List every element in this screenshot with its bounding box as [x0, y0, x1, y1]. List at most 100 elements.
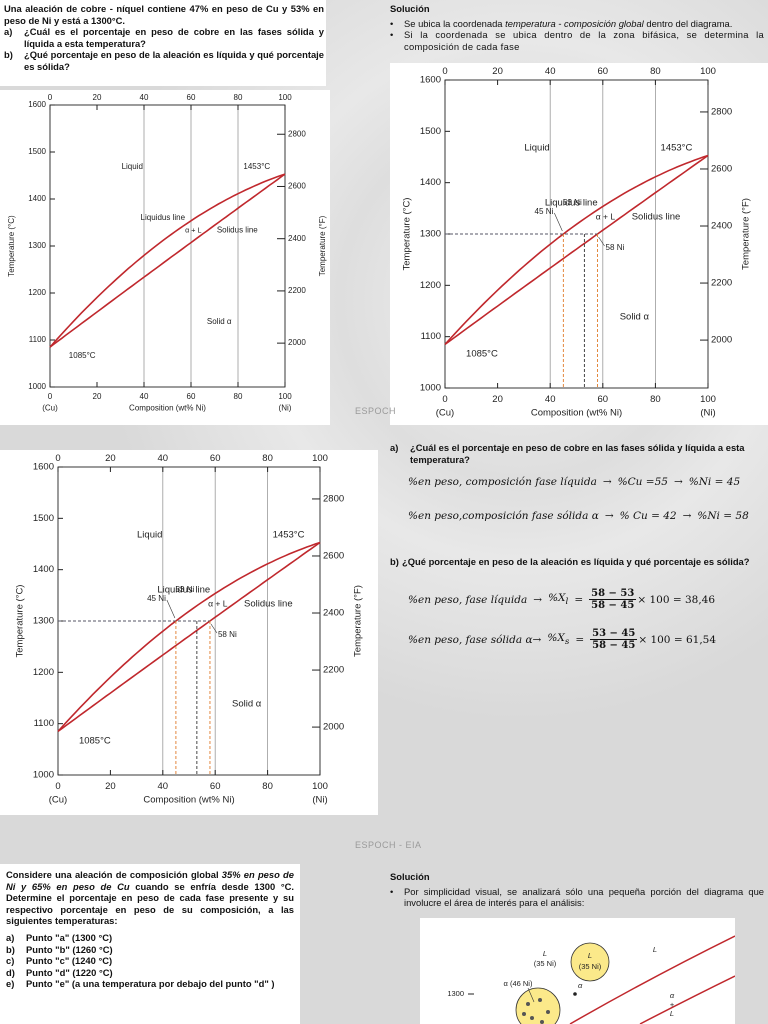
question: b) ¿Qué porcentaje en peso de la aleación… [4, 49, 324, 72]
text: Se ubica la coordenada [404, 17, 506, 29]
text: %Cu =55 [617, 476, 668, 488]
melting-label: 1453°C [661, 142, 693, 153]
region-label: Solid α [232, 699, 262, 710]
text: = [574, 593, 584, 606]
item-list: a) Punto "a" (1300 °C) b) Punto "b" (1260 °… [6, 932, 294, 990]
fraction: 53 − 45 58 − 45 [590, 628, 638, 651]
marker: a) [6, 931, 15, 943]
x-tick-label: 0 [48, 93, 53, 102]
y-tick-label: 1200 [420, 280, 441, 291]
point [573, 992, 577, 996]
particle [546, 1010, 550, 1014]
y-tick-label: 1300 [420, 229, 441, 240]
melting-label: 1085°C [79, 736, 111, 747]
bullet-symbol: • [390, 17, 394, 29]
y2-axis-label: Temperature (°F) [318, 215, 327, 276]
x-tick-label: 40 [140, 392, 149, 401]
text: dentro del diagrama. [643, 17, 733, 29]
subscript: l [565, 597, 569, 608]
text: temperatura - composición global [505, 17, 644, 29]
y-tick-label: 1300 [28, 241, 46, 250]
numerator: 58 − 53 [589, 588, 637, 600]
watermark: ESPOCH - EIA [355, 840, 422, 850]
text: %X [547, 631, 565, 644]
axis-end-label: (Cu) [49, 794, 67, 805]
marker: c) [6, 955, 15, 967]
marker: b) [6, 943, 15, 955]
y-tick-label: 1000 [28, 382, 46, 391]
question-text: ¿Qué porcentaje en peso de la aleación e… [24, 49, 324, 72]
item-text: Punto "d" (1220 °C) [26, 966, 113, 978]
text: 35% en peso de Ni y 65% en peso de Cu [6, 869, 294, 892]
y2-tick-label: 2200 [288, 286, 306, 295]
region-label: Liquid [122, 162, 143, 171]
question: a) ¿Cuál es el porcentaje en peso de cobr… [4, 26, 324, 49]
x-tick-label: 80 [234, 93, 243, 102]
marker: d) [6, 966, 15, 978]
region-label: α + L [596, 211, 616, 221]
bullet-text: Por simplicidad visual, se analizará sól… [404, 885, 764, 909]
watermark: ESPOCH [355, 406, 397, 416]
y-axis-label: Temperature (°C) [15, 585, 26, 658]
region-label: Solid α [620, 312, 650, 323]
denominator: 58 − 45 [591, 600, 635, 611]
x-tick-label: 0 [55, 453, 60, 464]
item: a) Punto "a" (1300 °C) [6, 932, 294, 944]
particle [526, 1002, 530, 1006]
y2-tick-label: 2800 [711, 106, 732, 117]
y2-axis-label: Temperature (°F) [741, 198, 752, 270]
problem-1: Una aleación de cobre - níquel contiene … [0, 0, 326, 86]
question-text: ¿Cuál es el porcentaje en peso de cobre … [24, 26, 324, 49]
curve-label: Liquidus line [141, 213, 186, 222]
x-tick-label: 0 [442, 394, 447, 405]
phase-diagram: 0 0 20 20 40 40 60 60 80 80 100 100 1000 1100 1200 1300… [0, 90, 330, 425]
pointer [527, 987, 535, 1003]
item-text: Punto "e" (a una temperatura por debajo … [26, 978, 275, 990]
x-tick-label: 40 [545, 66, 556, 77]
y2-tick-label: 2800 [288, 129, 306, 138]
bullet: • Si la coordenada se ubica dentro de la … [390, 29, 764, 52]
pointer [598, 236, 605, 247]
x-tick-label: 20 [93, 392, 102, 401]
part: %Xl [548, 592, 568, 607]
particle [540, 1020, 544, 1024]
melting-label: 1453°C [243, 162, 270, 171]
text: × 100 = 61,54 [638, 633, 717, 646]
y-tick-label: 1600 [33, 462, 54, 473]
axis-end-label: (Ni) [279, 403, 292, 412]
x-tick-label: 100 [278, 93, 292, 102]
melting-label: 1085°C [466, 349, 498, 360]
heading: Solución [390, 3, 430, 14]
formula: %en peso, fase sólida α → %Xs = 53 − 45 58 − … [408, 628, 716, 651]
y2-tick-label: 2000 [323, 722, 344, 733]
y-axis-label: Temperature (°C) [7, 215, 16, 277]
item-text: Punto "b" (1260 °C) [26, 943, 113, 955]
y2-tick-label: 2600 [288, 182, 306, 191]
text: %Ni = 45 [688, 476, 741, 488]
solidus-curve [57, 541, 321, 733]
x-tick-label: 40 [158, 781, 169, 792]
particle [538, 998, 542, 1002]
y2-axis-label: Temperature (°F) [353, 585, 364, 657]
y2-tick-label: 2800 [323, 493, 344, 504]
item-text: Punto "c" (1240 °C) [26, 955, 113, 967]
curve-label: Solidus line [632, 212, 681, 223]
text: × 100 = 38,46 [637, 593, 716, 606]
y2-tick-label: 2200 [711, 278, 732, 289]
x-axis-label: Composition (wt% Ni) [129, 403, 206, 412]
x-tick-label: 60 [210, 781, 221, 792]
curve-label: Liquidus line [157, 585, 210, 596]
question: a) ¿Cuál es el porcentaje en peso de cobr… [390, 442, 766, 465]
y-tick-label: 1400 [28, 194, 46, 203]
y-tick-label: 1500 [420, 126, 441, 137]
y-tick-label: 1200 [28, 288, 46, 297]
phase-label: L [543, 949, 547, 958]
pointer [554, 212, 563, 232]
microstructure [515, 987, 561, 1024]
curve-label: Solidus line [244, 599, 293, 610]
bullet-text: Si la coordenada se ubica dentro de la z… [404, 29, 764, 52]
question: b) ¿Qué porcentaje en peso de la aleación… [390, 556, 766, 567]
solution-1: Solución • Se ubica la coordenada tempera… [390, 3, 764, 52]
